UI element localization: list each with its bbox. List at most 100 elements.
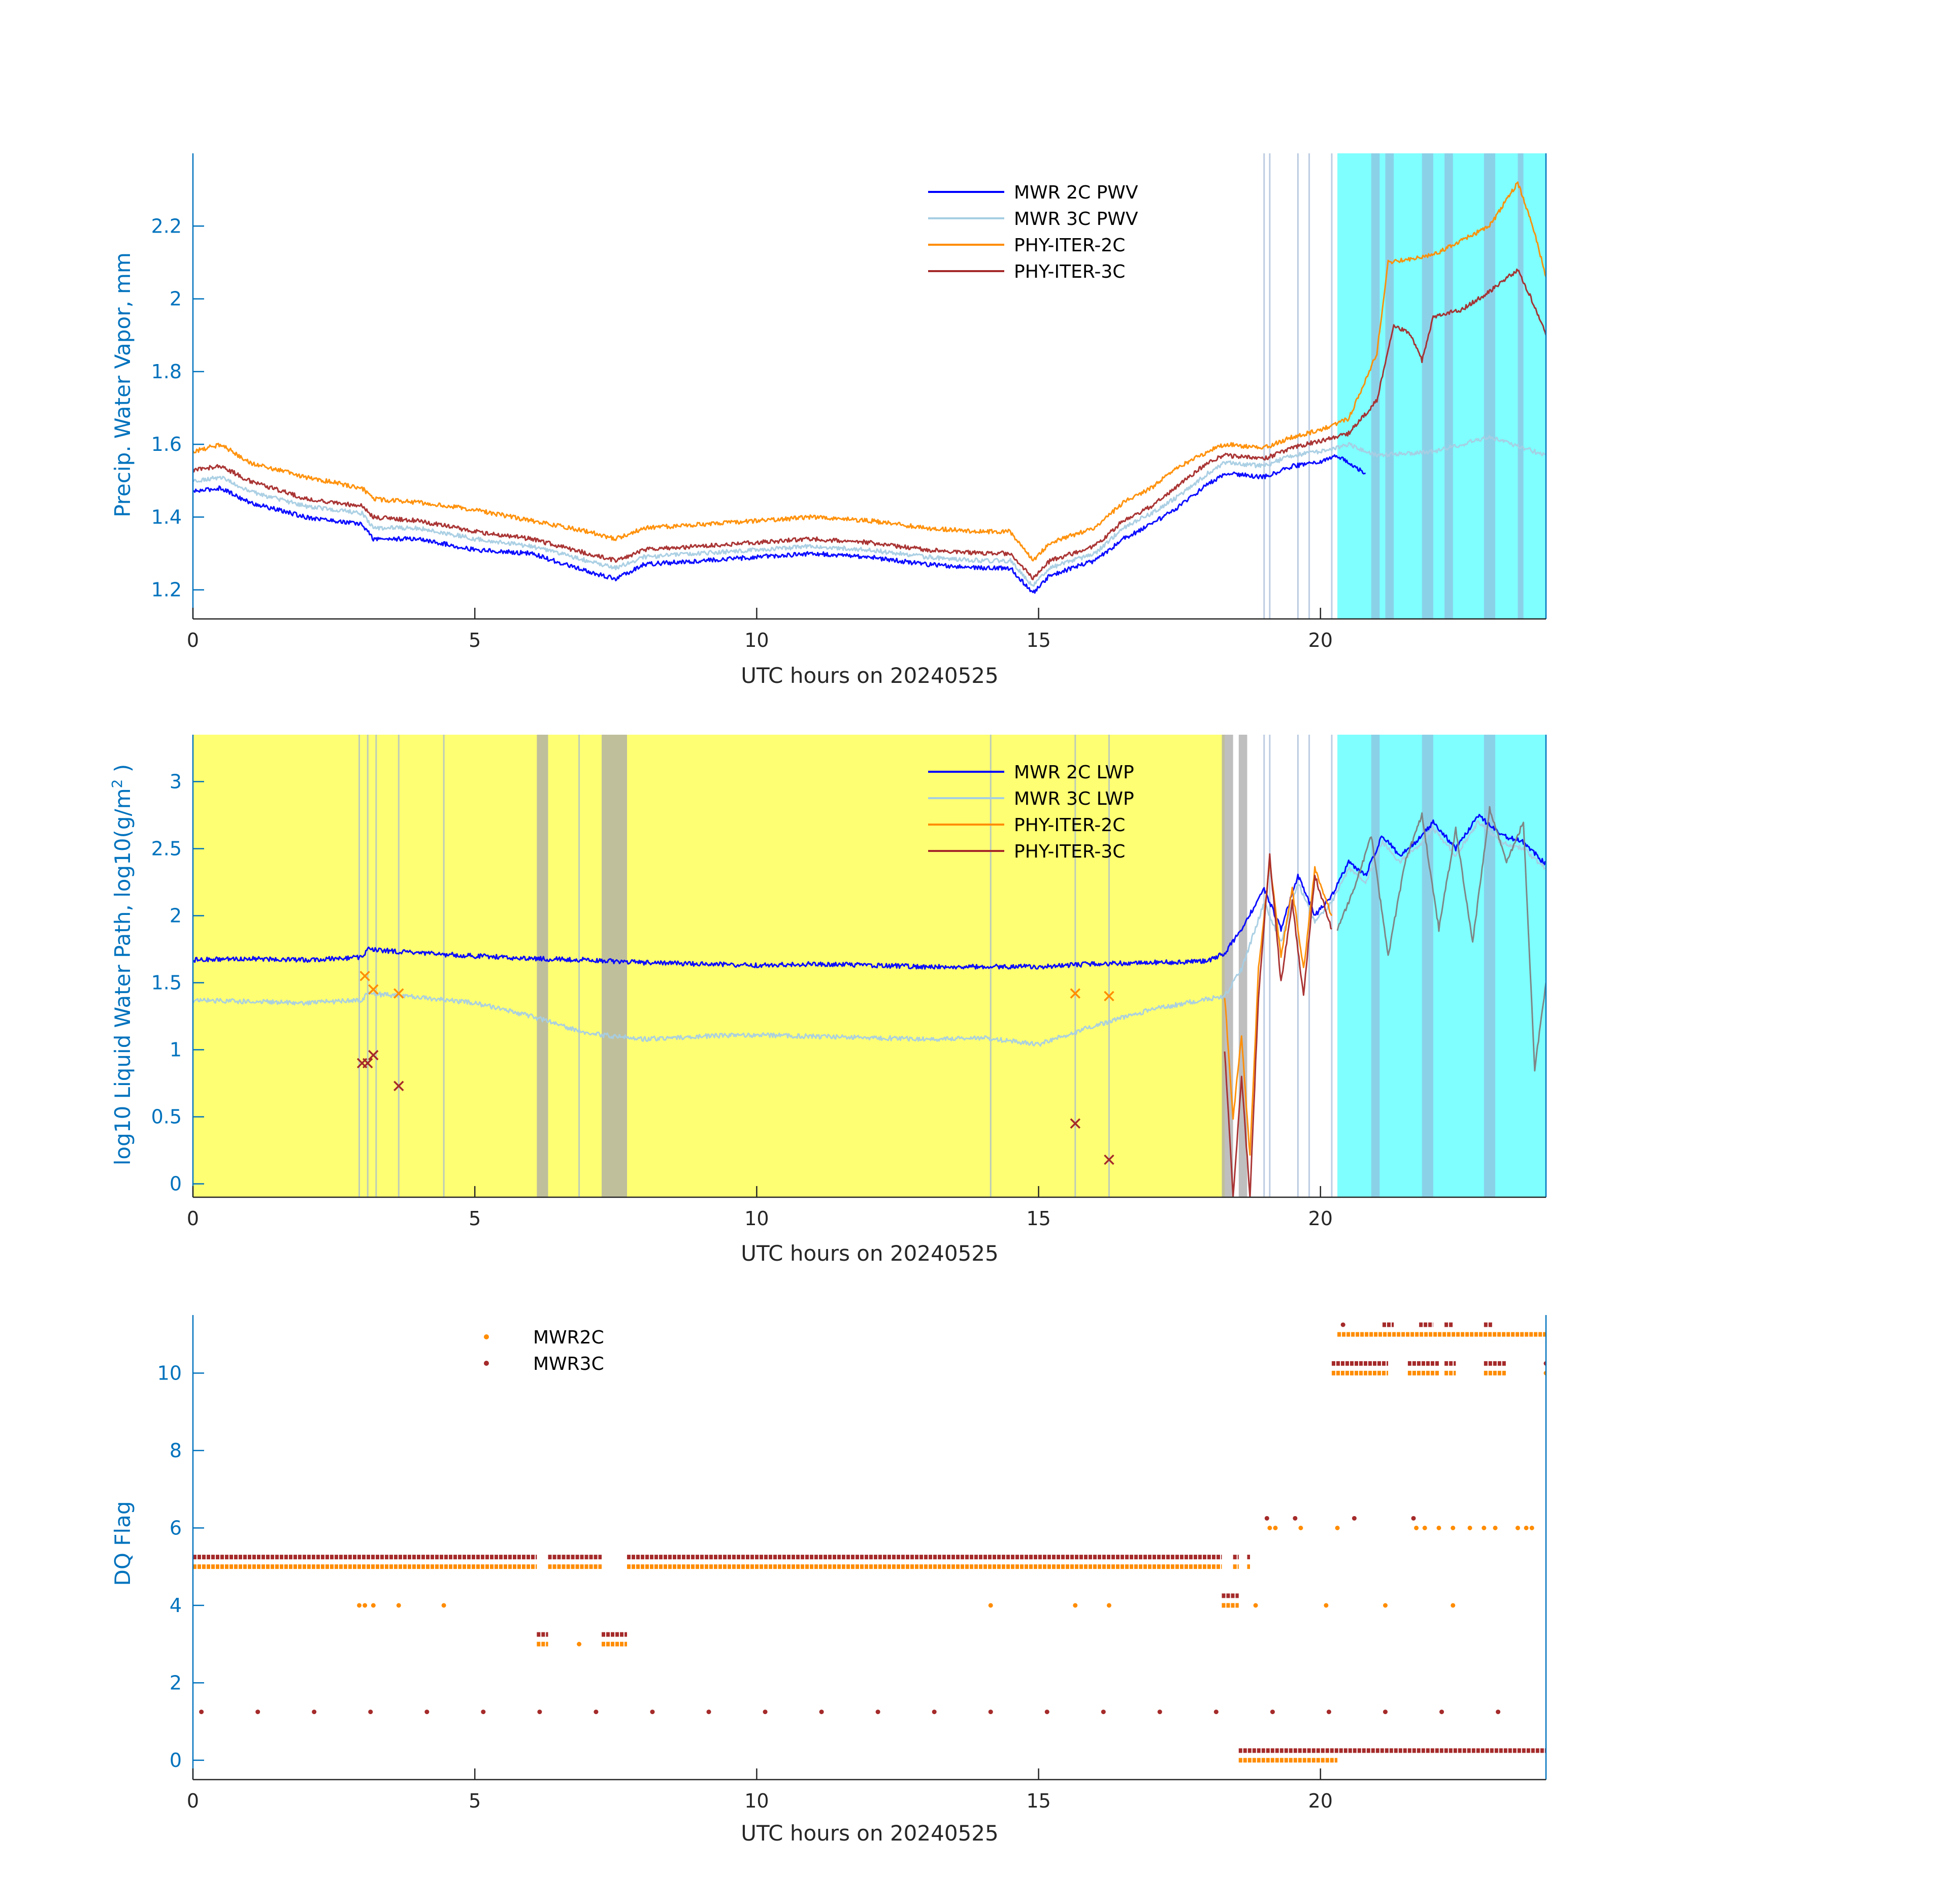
dq-flag-point-0-13 (1267, 1525, 1272, 1530)
dq-flag-point-1-0 (199, 1710, 204, 1715)
dq-flag-point-1-3 (368, 1710, 373, 1715)
dq-flag-point-1-28 (1340, 1322, 1345, 1327)
lwp-shade-band-2-1 (602, 735, 628, 1197)
dq-flag-point-0-16 (1335, 1525, 1340, 1530)
pwv-series-line-2 (193, 181, 1546, 562)
lwp-x-marker-1-5 (1104, 1154, 1114, 1165)
pwv-legend-label-mwr3c: MWR 3C PWV (1014, 209, 1138, 229)
pwv-shade-band-1-5 (1518, 153, 1524, 619)
dq-flag-point-0-2 (371, 1603, 376, 1608)
dq-plot-area (193, 1322, 1546, 1763)
lwp-shade-band-2-2 (1222, 735, 1233, 1197)
dq-y-tick-label-3: 6 (170, 1517, 182, 1539)
pwv-shade-band-1-4 (1484, 153, 1496, 619)
lwp-series-line-1 (193, 820, 1546, 1047)
pwv-x-tick-label-1: 5 (469, 629, 481, 651)
pwv-shade-band-1-1 (1385, 153, 1394, 619)
dq-y-axis-label: DQ Flag (110, 1501, 135, 1586)
dq-flag-point-0-20 (1451, 1525, 1456, 1530)
lwp-panel: 0 5 10 15 20 0 0.5 1 1.5 2 2.5 3 log10 Liquid Water… (109, 735, 1547, 1266)
dq-flag-point-0-3 (396, 1603, 401, 1608)
dq-flag-point-1-18 (1213, 1710, 1219, 1715)
dq-flag-point-0-25 (1524, 1525, 1529, 1530)
dq-flag-point-1-13 (932, 1710, 937, 1715)
dq-flag-point-0-12 (1451, 1603, 1456, 1608)
dq-flag-point-1-11 (819, 1710, 824, 1715)
dq-legend: MWR2C MWR3C (484, 1327, 604, 1374)
dq-flag-panel: 0 5 10 15 20 0 2 4 6 8 10 DQ Flag UTC hours on 202… (110, 1315, 1547, 1846)
dq-flag-point-0-11 (1383, 1603, 1388, 1608)
pwv-y-tick-label-3: 1.8 (151, 360, 182, 383)
dq-flag-point-0-9 (1253, 1603, 1258, 1608)
dq-flag-point-0-22 (1482, 1525, 1487, 1530)
pwv-y-axis-label: Precip. Water Vapor, mm (110, 252, 135, 517)
dq-legend-marker-mwr3c (484, 1361, 489, 1366)
dq-legend-marker-mwr2c (484, 1334, 489, 1339)
dq-flag-point-0-6 (988, 1603, 993, 1608)
pwv-series-line-3 (193, 268, 1546, 580)
dq-flag-point-1-21 (1383, 1710, 1388, 1715)
lwp-y-tick-label-3: 1.5 (151, 972, 182, 994)
dq-y-tick-label-1: 2 (170, 1671, 182, 1694)
dq-flag-point-1-15 (1044, 1710, 1049, 1715)
lwp-x-tick-label-4: 20 (1308, 1207, 1333, 1230)
lwp-legend-label-mwr2c: MWR 2C LWP (1014, 762, 1134, 783)
pwv-series-line-0 (193, 454, 1366, 594)
dq-flag-point-1-16 (1101, 1710, 1106, 1715)
dq-y-tick-label-2: 4 (170, 1594, 182, 1617)
dq-flag-point-1-27 (1411, 1516, 1416, 1521)
dq-flag-point-1-10 (763, 1710, 768, 1715)
dq-flag-point-0-8 (1106, 1603, 1111, 1608)
pwv-shading (1263, 153, 1546, 619)
dq-flag-point-0-18 (1422, 1525, 1427, 1530)
lwp-x-marker-0-3 (1070, 988, 1081, 999)
dq-flag-point-0-26 (1529, 1525, 1534, 1530)
lwp-x-marker-1-2 (368, 1049, 379, 1061)
pwv-plot-area (193, 181, 1546, 594)
dq-y-tick-label-0: 0 (170, 1749, 182, 1771)
dq-flag-point-1-9 (706, 1710, 711, 1715)
lwp-x-marker-0-0 (359, 971, 370, 981)
pwv-x-tick-label-4: 20 (1308, 629, 1333, 651)
lwp-legend: MWR 2C LWP MWR 3C LWP PHY-ITER-2C PHY-IT… (928, 762, 1134, 862)
lwp-axes: 0 5 10 15 20 0 0.5 1 1.5 2 2.5 3 (151, 735, 1547, 1230)
dq-flag-point-0-15 (1298, 1525, 1303, 1530)
dq-flag-point-0-5 (577, 1642, 582, 1647)
pwv-x-tick-label-3: 15 (1026, 629, 1050, 651)
dq-flag-point-1-25 (1293, 1516, 1298, 1521)
dq-flag-point-0-17 (1414, 1525, 1419, 1530)
dq-flag-point-1-24 (1264, 1516, 1269, 1521)
pwv-shade-band-1-2 (1422, 153, 1433, 619)
dq-flag-point-0-1 (363, 1603, 368, 1608)
lwp-x-marker-0-2 (393, 988, 404, 999)
dq-flag-point-1-5 (481, 1710, 486, 1715)
dq-y-tick-label-4: 8 (170, 1439, 182, 1462)
dq-flag-point-0-24 (1515, 1525, 1520, 1530)
pwv-x-tick-label-0: 0 (187, 629, 199, 651)
dq-axes: 0 5 10 15 20 0 2 4 6 8 10 (157, 1315, 1547, 1812)
pwv-legend: MWR 2C PWV MWR 3C PWV PHY-ITER-2C PHY-IT… (928, 182, 1138, 282)
lwp-shade-band-3-1 (1422, 735, 1433, 1197)
dq-flag-point-1-1 (255, 1710, 260, 1715)
dq-y-tick-label-5: 10 (157, 1362, 182, 1384)
dq-flag-point-1-17 (1157, 1710, 1162, 1715)
dq-flag-point-0-0 (357, 1603, 362, 1608)
pwv-y-tick-label-1: 1.4 (151, 506, 182, 528)
lwp-plot-area (193, 806, 1546, 1197)
pwv-panel: 0 5 10 15 20 1.2 1.4 1.6 1.8 2 2.2 Precip. Water V… (110, 153, 1547, 688)
dq-flag-point-1-12 (875, 1710, 880, 1715)
pwv-y-tick-label-0: 1.2 (151, 579, 182, 601)
dq-x-tick-label-0: 0 (187, 1790, 199, 1812)
lwp-x-tick-label-0: 0 (187, 1207, 199, 1230)
dq-x-tick-label-4: 20 (1308, 1790, 1333, 1812)
lwp-shade-band-2-0 (537, 735, 548, 1197)
lwp-x-tick-label-1: 5 (469, 1207, 481, 1230)
pwv-legend-label-mwr2c: MWR 2C PWV (1014, 182, 1138, 203)
lwp-x-marker-0-1 (368, 984, 379, 995)
pwv-series-line-1 (193, 435, 1546, 587)
pwv-x-tick-label-2: 10 (744, 629, 769, 651)
dq-flag-point-0-19 (1436, 1525, 1441, 1530)
pwv-shade-band-0-0 (1337, 153, 1546, 619)
pwv-shade-band-1-3 (1444, 153, 1453, 619)
